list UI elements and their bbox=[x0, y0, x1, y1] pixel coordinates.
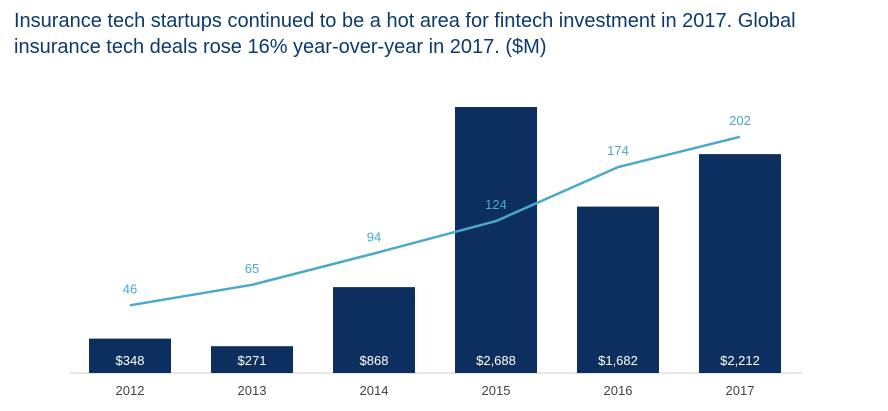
x-tick-label-2015: 2015 bbox=[482, 383, 511, 398]
bar-2013 bbox=[211, 346, 293, 373]
line-value-label-2017: 202 bbox=[729, 113, 751, 128]
line-value-label-2016: 174 bbox=[607, 143, 629, 158]
x-tick-label-2012: 2012 bbox=[116, 383, 145, 398]
line-layer: 46 65 94 124 174 202 bbox=[123, 113, 751, 307]
bar-2017 bbox=[699, 154, 781, 373]
bar-value-label-2013: $271 bbox=[238, 353, 267, 368]
bar-value-label-2012: $348 bbox=[116, 353, 145, 368]
x-tick-label-2013: 2013 bbox=[238, 383, 267, 398]
x-tick-label-2016: 2016 bbox=[604, 383, 633, 398]
line-value-label-2014: 94 bbox=[367, 230, 381, 245]
line-value-label-2015: 124 bbox=[485, 197, 507, 212]
x-tick-label-2017: 2017 bbox=[726, 383, 755, 398]
bar-2015 bbox=[455, 107, 537, 373]
bar-value-label-2017: $2,212 bbox=[720, 353, 760, 368]
line-value-label-2013: 65 bbox=[245, 261, 259, 276]
bar-2014 bbox=[333, 287, 415, 373]
deals-line bbox=[129, 135, 741, 307]
bar-2012 bbox=[89, 338, 171, 373]
bar-value-label-2015: $2,688 bbox=[476, 353, 516, 368]
bar-value-label-2014: $868 bbox=[360, 353, 389, 368]
line-value-label-2012: 46 bbox=[123, 281, 137, 296]
chart-title: Insurance tech startups continued to be … bbox=[14, 10, 796, 58]
bars-layer: $348 $271 $868 $2,688 $1,682 $2,212 bbox=[89, 107, 781, 373]
bar-2016 bbox=[577, 206, 659, 373]
x-tick-labels: 2012 2013 2014 2015 2016 2017 bbox=[116, 383, 755, 398]
bar-value-label-2016: $1,682 bbox=[598, 353, 638, 368]
x-tick-label-2014: 2014 bbox=[360, 383, 389, 398]
